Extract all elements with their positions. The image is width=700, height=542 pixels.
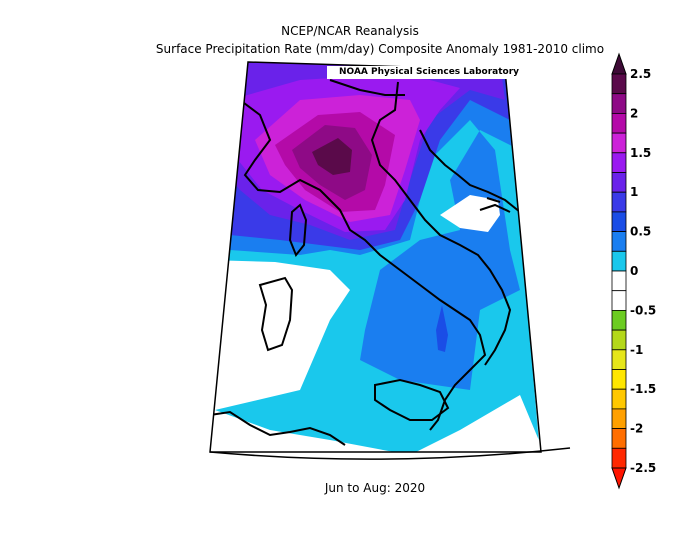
colorbar-label: -2	[630, 422, 643, 436]
colorbar-bin	[611, 408, 627, 429]
colorbar-label: 0.5	[630, 225, 651, 239]
colorbar-label: -0.5	[630, 303, 656, 317]
colorbar-label: -2.5	[630, 461, 656, 475]
colorbar-bin	[611, 329, 627, 351]
chart-title: NCEP/NCAR Reanalysis	[281, 24, 419, 38]
colorbar-bin	[611, 369, 627, 390]
colorbar-label: -1	[630, 343, 643, 357]
period-label: Jun to Aug: 2020	[324, 481, 426, 495]
colorbar-label: 0	[630, 264, 638, 278]
colorbar-label: 2.5	[630, 67, 651, 81]
chart-subtitle: Surface Precipitation Rate (mm/day) Comp…	[155, 42, 605, 56]
colorbar-bin	[611, 152, 627, 173]
frame-base-arc	[209, 447, 571, 460]
colorbar-bin	[611, 231, 627, 252]
colorbar-bin	[611, 250, 627, 272]
colorbar-label: 2	[630, 106, 638, 120]
credit-label: NOAA Physical Sciences Laboratory	[327, 66, 529, 79]
contour-ionian-spot	[436, 305, 448, 352]
colorbar-label: -1.5	[630, 382, 656, 396]
colorbar-bin	[611, 93, 627, 114]
colorbar-bin	[611, 73, 627, 95]
colorbar-bin	[611, 388, 627, 410]
colorbar-label: 1	[630, 185, 638, 199]
colorbar-bin	[611, 191, 627, 213]
colorbar-bin	[611, 270, 627, 292]
contour-white-south	[410, 395, 541, 452]
colorbar-bottom-arrow	[611, 467, 627, 490]
colorbar-bin	[611, 172, 627, 193]
colorbar-bin	[611, 211, 627, 232]
colorbar-top-arrow	[611, 52, 627, 75]
contour-white-adriatic	[440, 195, 500, 232]
coastlines	[210, 79, 521, 446]
contour-white-west	[210, 262, 330, 410]
colorbar-bin	[611, 290, 627, 311]
colorbar-label: 1.5	[630, 146, 651, 160]
colorbar-bin	[611, 132, 627, 154]
colorbar-bin	[611, 428, 627, 449]
colorbar-bin	[611, 349, 627, 370]
colorbar: 2.5 2 1.5 1 0.5 0 -0.5 -1 -1.5 -2 -2.5	[611, 52, 656, 490]
colorbar-bin	[611, 113, 627, 134]
colorbar-bin	[611, 447, 627, 469]
contour-maximum	[312, 138, 352, 175]
colorbar-bin	[611, 309, 627, 331]
